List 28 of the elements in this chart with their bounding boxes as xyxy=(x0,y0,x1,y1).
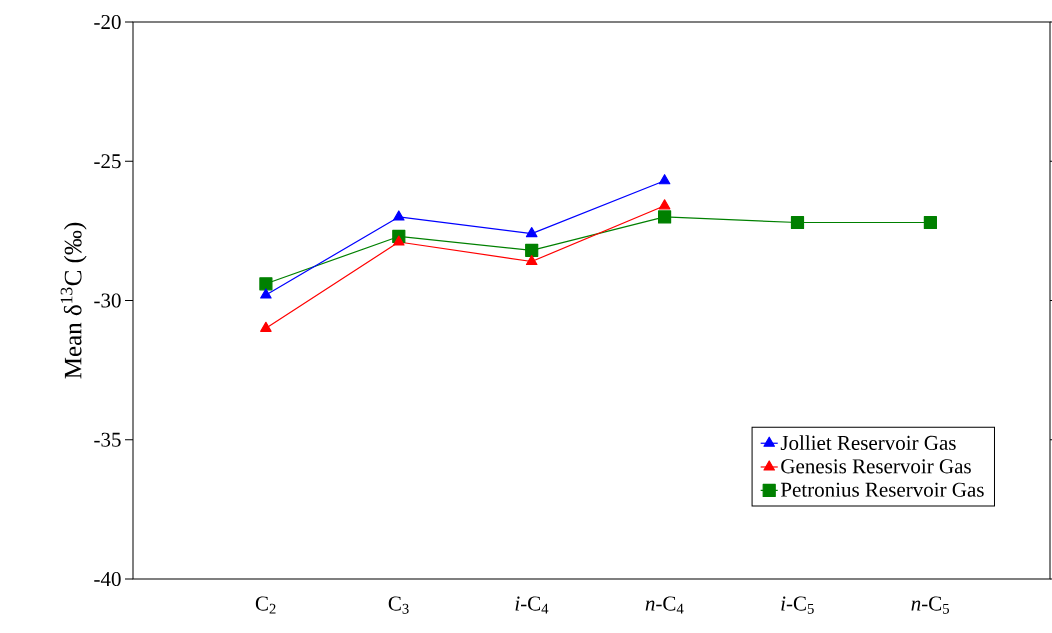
x-tick-label: i-C$_{5}$ xyxy=(781,596,814,614)
y-axis-title: Mean δ$^{13}$C (‰) xyxy=(60,222,87,379)
x-tick-label: i-C$_{4}$ xyxy=(515,596,549,614)
x-tick-label: C$_{3}$ xyxy=(388,596,409,614)
y-tick-label: -30 xyxy=(94,293,121,308)
point xyxy=(393,235,405,246)
y-tick-label: -20 xyxy=(94,14,121,30)
x-tick-label: C$_{2}$ xyxy=(255,596,276,614)
point xyxy=(525,227,538,238)
point xyxy=(790,215,805,230)
point xyxy=(525,243,539,257)
point xyxy=(393,210,405,221)
point xyxy=(525,254,538,266)
point xyxy=(260,288,272,299)
point xyxy=(923,215,937,230)
y-tick-label: -25 xyxy=(94,154,121,169)
point xyxy=(259,277,273,291)
point xyxy=(658,174,671,185)
point xyxy=(658,210,672,224)
x-tick-label: n-C$_{4}$ xyxy=(645,596,684,614)
point xyxy=(260,321,272,332)
legend-label: Genesis Reservoir Gas xyxy=(781,459,971,474)
y-tick-label: -35 xyxy=(94,432,121,447)
y-tick-label: -40 xyxy=(94,571,121,587)
point xyxy=(658,199,671,210)
legend-label: Jolliet Reservoir Gas xyxy=(780,435,956,450)
x-tick-label: n-C$_{5}$ xyxy=(911,596,949,614)
legend-label: Petronius Reservoir Gas xyxy=(780,482,984,497)
